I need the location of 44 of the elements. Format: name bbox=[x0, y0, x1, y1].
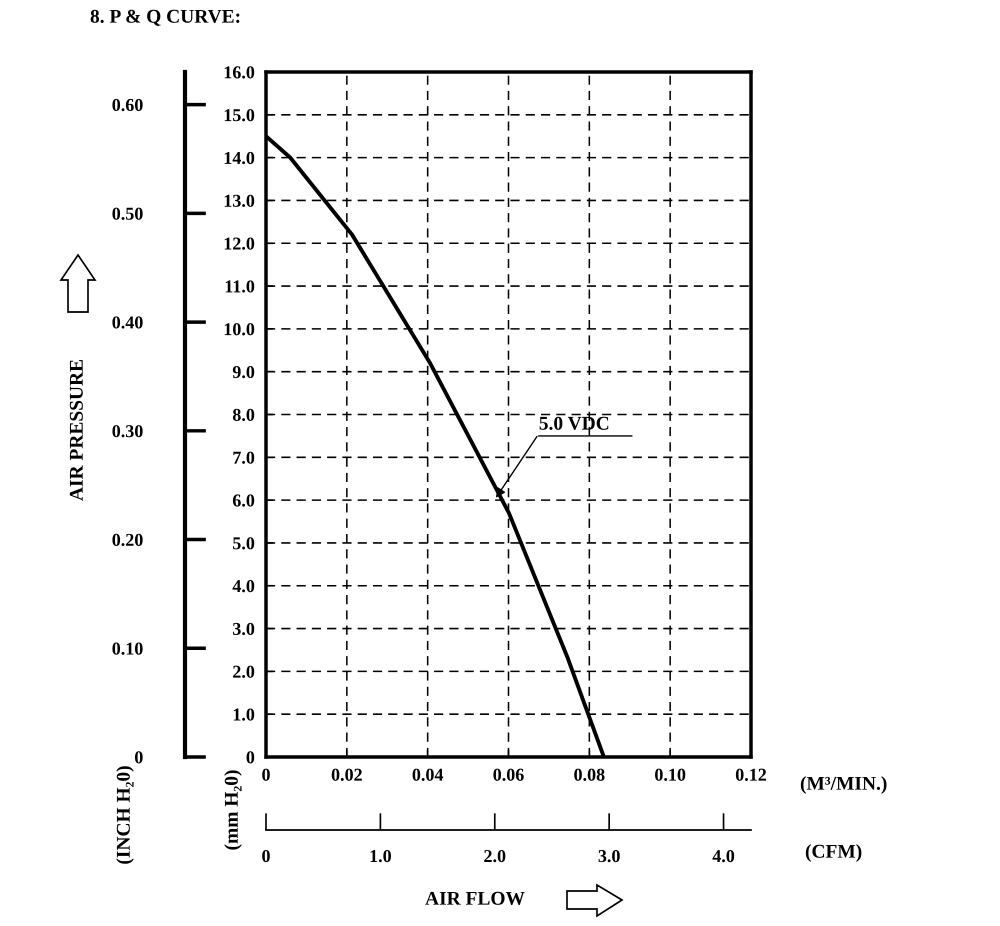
y2-tick-label: 0.30 bbox=[112, 425, 143, 438]
x2-tick-label: 2.0 bbox=[484, 850, 506, 862]
x-tick-label: 0.06 bbox=[493, 768, 524, 781]
y-tick-label: 13.0 bbox=[224, 194, 254, 207]
y-tick-label: 16.0 bbox=[224, 66, 254, 79]
y2-tick-label: 0.20 bbox=[112, 534, 143, 546]
y-tick-label: 1.0 bbox=[234, 708, 254, 721]
y-tick-label: 11.0 bbox=[226, 280, 254, 293]
x-tick-label: 0.12 bbox=[736, 768, 766, 781]
x-tick-label: 0.10 bbox=[655, 768, 686, 781]
y2-tick-label: 0.10 bbox=[112, 642, 143, 655]
y-tick-label: 3.0 bbox=[233, 622, 254, 636]
y2-axis-title: (INCH H₂0) bbox=[116, 766, 134, 864]
y2-tick-label: 0 bbox=[134, 751, 143, 764]
text: AIR PRESSURE bbox=[70, 360, 83, 501]
x-tick-label: 0 bbox=[262, 768, 270, 781]
y-axis-title: (mm H₂0) bbox=[224, 770, 242, 850]
x-tick-label: 0.08 bbox=[574, 768, 605, 781]
y-tick-label: 4.0 bbox=[232, 580, 254, 592]
x2-axis-title: (CFM) bbox=[806, 844, 862, 862]
y-tick-label: 10.0 bbox=[224, 323, 254, 336]
y-tick-label: 14.0 bbox=[224, 152, 254, 164]
y-tick-label: 5.0 bbox=[233, 537, 254, 550]
annotation: 5.0 VDC bbox=[540, 416, 608, 430]
y2-tick-label: 0.40 bbox=[112, 316, 143, 329]
x-tick-label: 0.04 bbox=[412, 768, 444, 781]
y2-tick-label: 0.60 bbox=[112, 98, 143, 112]
y-tick-label: 12.0 bbox=[224, 238, 254, 250]
y-tick-label: 15.0 bbox=[224, 109, 254, 122]
y-tick-label: 6.0 bbox=[232, 494, 254, 507]
x2-tick-label: 3.0 bbox=[598, 850, 620, 862]
x2-tick-label: 0 bbox=[262, 850, 270, 862]
x-tick-label: 0.02 bbox=[332, 768, 362, 781]
text: AIR FLOW bbox=[425, 892, 525, 905]
y2-tick-label: 0.50 bbox=[112, 208, 143, 220]
y-tick-label: 0 bbox=[246, 751, 254, 764]
x-axis-title: (M³/MIN.) bbox=[800, 776, 887, 794]
y-tick-label: 7.0 bbox=[233, 452, 254, 464]
x2-tick-label: 4.0 bbox=[712, 850, 734, 862]
x2-tick-label: 1.0 bbox=[370, 850, 391, 862]
y-tick-label: 8.0 bbox=[232, 408, 254, 422]
y-tick-label: 2.0 bbox=[233, 666, 254, 678]
y-tick-label: 9.0 bbox=[232, 366, 254, 378]
chart-title: 8. P & Q CURVE: bbox=[90, 10, 240, 26]
